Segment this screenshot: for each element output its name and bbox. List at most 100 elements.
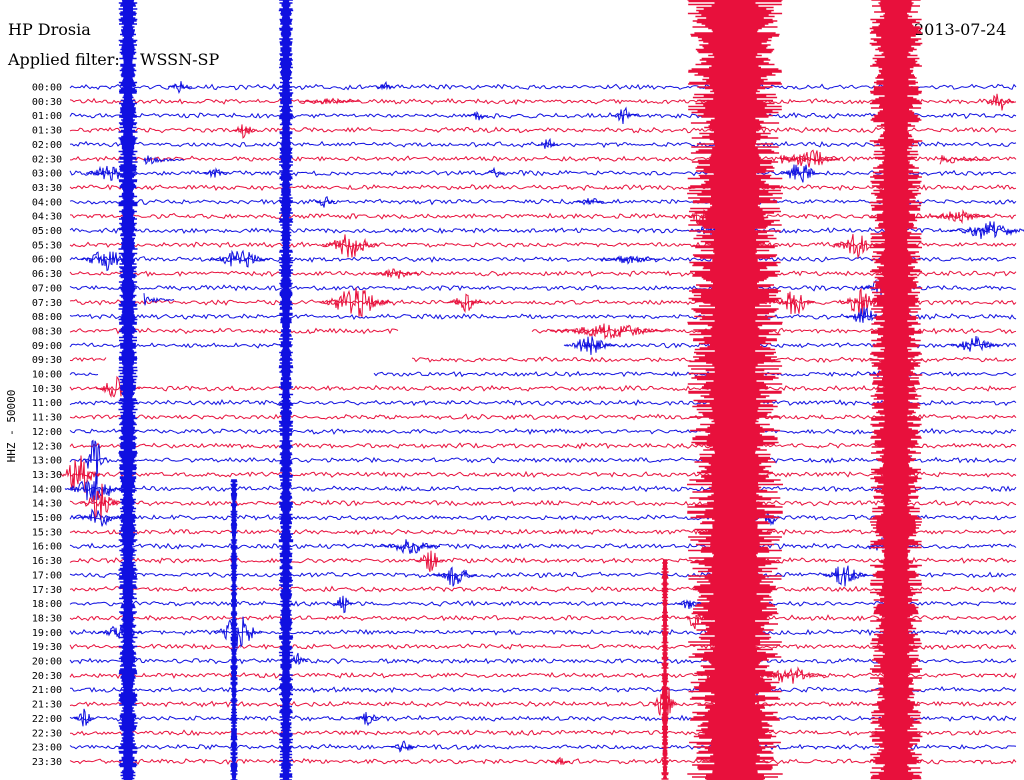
event-layer (59, 0, 1024, 780)
trace-row (69, 227, 1017, 235)
event-burst (949, 221, 1024, 239)
trace-row (69, 700, 1017, 708)
event-burst (73, 708, 95, 727)
saturated-column (869, 0, 923, 780)
hour-label: 20:30 (32, 671, 62, 682)
event-burst (779, 149, 841, 168)
hour-label: 04:00 (32, 197, 62, 208)
trace-row (69, 241, 1017, 249)
event-burst (467, 110, 489, 121)
hour-label: 13:30 (32, 470, 62, 481)
event-burst (390, 740, 416, 753)
event-burst (314, 196, 336, 208)
hour-label: 01:00 (32, 111, 62, 122)
event-burst (677, 599, 703, 609)
event-burst (299, 97, 361, 105)
saturated-column (661, 559, 669, 780)
trace-row (69, 556, 1017, 565)
trace-row (69, 657, 1017, 665)
filter-label: Applied filter: (8, 50, 120, 69)
trace-row (69, 112, 1017, 120)
trace-row (69, 743, 1017, 751)
trace-row (69, 470, 1017, 479)
event-burst (379, 539, 441, 555)
hour-label: 16:00 (32, 542, 62, 553)
filter-value: WSSN-SP (140, 50, 220, 69)
hour-label: 03:30 (32, 183, 62, 194)
trace-row (69, 427, 1017, 435)
hour-label: 05:30 (32, 240, 62, 251)
event-burst (287, 652, 309, 666)
hour-label: 00:30 (32, 97, 62, 108)
event-burst (332, 595, 354, 614)
hour-label: 04:30 (32, 212, 62, 223)
hour-label: 15:00 (32, 513, 62, 524)
event-coda (143, 293, 175, 306)
trace-row (69, 184, 1017, 192)
hour-label: 02:30 (32, 154, 62, 165)
trace-row (69, 255, 1017, 263)
event-burst (563, 336, 617, 355)
trace-row (69, 284, 1017, 292)
hour-label: 16:30 (32, 556, 62, 567)
hour-label: 22:00 (32, 714, 62, 725)
hour-label: 03:00 (32, 169, 62, 180)
trace-row (69, 83, 1017, 91)
event-burst (832, 234, 878, 260)
trace-row (69, 542, 1017, 550)
event-burst (203, 167, 228, 179)
trace-row (69, 313, 1017, 321)
event-burst (600, 255, 661, 265)
trace-row (69, 140, 1017, 149)
hour-label: 18:00 (32, 599, 62, 610)
event-burst (168, 81, 193, 95)
hour-label: 05:00 (32, 226, 62, 237)
hour-label: 18:30 (32, 613, 62, 624)
event-burst (447, 293, 484, 313)
trace-row (69, 514, 1017, 521)
trace-row (69, 413, 1017, 421)
trace-row (69, 270, 1017, 278)
trace-row (70, 155, 1017, 163)
hour-label: 01:30 (32, 126, 62, 137)
date-label: 2013-07-24 (914, 20, 1007, 39)
event-burst (82, 439, 108, 485)
event-burst (73, 508, 123, 527)
trace-row (69, 528, 1017, 536)
event-burst (318, 287, 392, 318)
trace-row (69, 212, 1017, 220)
trace-row (69, 169, 1017, 177)
event-coda (779, 154, 841, 164)
event-burst (415, 550, 445, 573)
event-burst (355, 711, 381, 727)
trace-row (69, 398, 1017, 407)
hour-label: 06:00 (32, 255, 62, 266)
trace-row (69, 442, 1017, 450)
saturated-column (230, 479, 238, 780)
event-burst (839, 287, 881, 316)
event-burst (370, 268, 419, 279)
event-burst (233, 124, 257, 139)
trace-row (69, 614, 1017, 622)
trace-row (69, 456, 1017, 464)
event-burst (79, 483, 121, 521)
event-burst (549, 756, 571, 765)
event-burst (929, 209, 990, 225)
hour-label: 14:00 (32, 484, 62, 495)
hour-label: 07:00 (32, 283, 62, 294)
hour-label: 21:30 (32, 700, 62, 711)
event-burst (779, 164, 821, 183)
hour-label: 10:00 (32, 370, 62, 381)
trace-row (69, 97, 1017, 106)
y-axis-label: HHZ - 50000 (5, 390, 18, 463)
event-burst (537, 137, 559, 149)
trace-row (69, 643, 1017, 651)
hour-label: 14:30 (32, 499, 62, 510)
hour-label: 19:00 (32, 628, 62, 639)
event-burst (985, 93, 1015, 111)
hour-label: 13:00 (32, 456, 62, 467)
event-burst (209, 249, 271, 268)
trace-row (70, 686, 1017, 694)
